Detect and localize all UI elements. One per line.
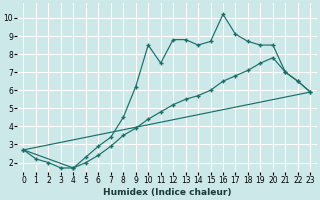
X-axis label: Humidex (Indice chaleur): Humidex (Indice chaleur) <box>103 188 231 197</box>
